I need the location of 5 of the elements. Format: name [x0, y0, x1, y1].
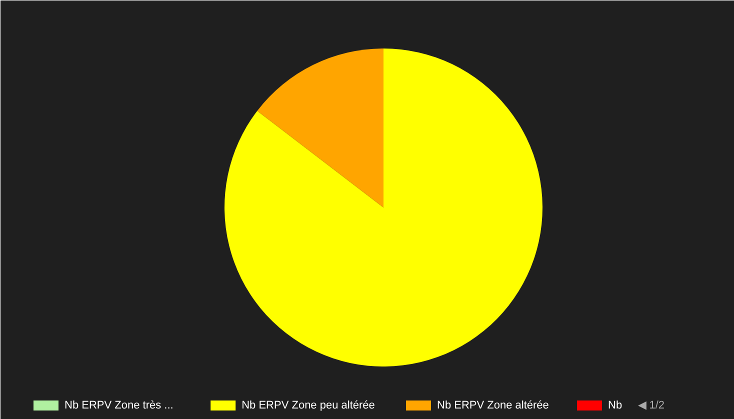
legend-label: Nb ERPV Zone très ...: [64, 400, 174, 412]
legend-label: Nb: [608, 400, 622, 412]
legend-label: Nb ERPV Zone altérée: [437, 400, 549, 412]
legend-label: Nb ERPV Zone peu altérée: [242, 400, 375, 412]
text: ◀ 1/2: [638, 400, 665, 412]
